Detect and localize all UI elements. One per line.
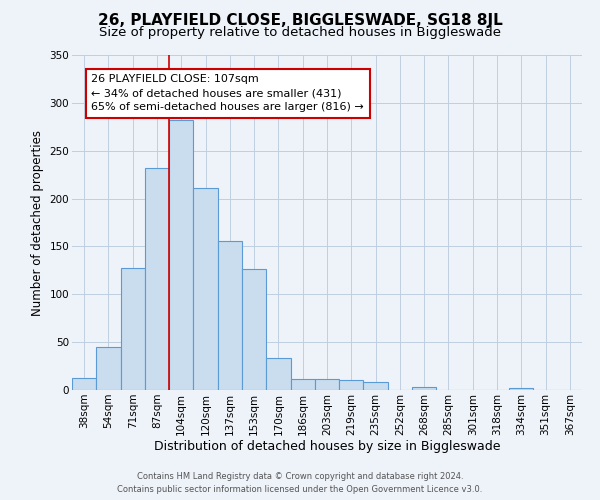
Bar (412, 387, 436, 390)
Text: 26, PLAYFIELD CLOSE, BIGGLESWADE, SG18 8JL: 26, PLAYFIELD CLOSE, BIGGLESWADE, SG18 8… (98, 12, 502, 28)
Bar (218, 240, 242, 390)
Bar (242, 270, 266, 390)
Text: Contains HM Land Registry data © Crown copyright and database right 2024.
Contai: Contains HM Land Registry data © Crown c… (118, 472, 482, 494)
Text: 26 PLAYFIELD CLOSE: 107sqm
← 34% of detached houses are smaller (431)
65% of sem: 26 PLAYFIELD CLOSE: 107sqm ← 34% of deta… (91, 74, 364, 112)
Bar (193, 188, 218, 390)
Bar (266, 358, 290, 390)
Bar (96, 347, 121, 390)
Bar (169, 120, 193, 390)
Bar (315, 380, 339, 390)
Bar (121, 268, 145, 390)
Y-axis label: Number of detached properties: Number of detached properties (31, 130, 44, 316)
X-axis label: Distribution of detached houses by size in Biggleswade: Distribution of detached houses by size … (154, 440, 500, 454)
Bar (339, 380, 364, 390)
Bar (72, 378, 96, 390)
Bar (364, 382, 388, 390)
Text: Size of property relative to detached houses in Biggleswade: Size of property relative to detached ho… (99, 26, 501, 39)
Bar (145, 168, 169, 390)
Bar (509, 388, 533, 390)
Bar (290, 380, 315, 390)
